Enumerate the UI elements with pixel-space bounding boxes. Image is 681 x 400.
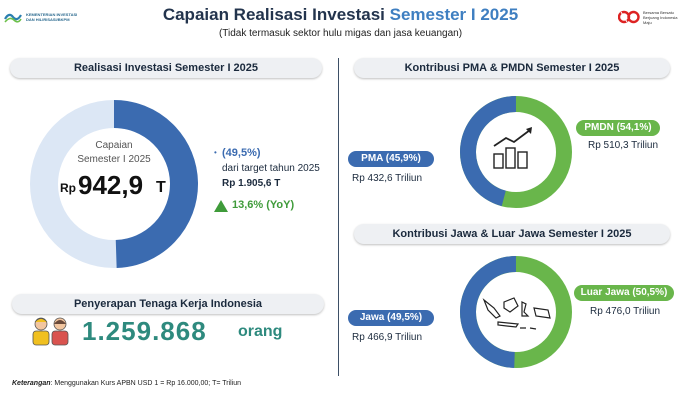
footnote-text: : Menggunakan Kurs APBN USD 1 = Rp 16.00… xyxy=(50,380,242,387)
pma-pmdn-heading: Kontribusi PMA & PMDN Semester I 2025 xyxy=(354,58,670,78)
luar-jawa-value: Rp 476,0 Triliun xyxy=(590,306,661,317)
donut-unit: T xyxy=(156,179,166,196)
pmdn-value: Rp 510,3 Triliun xyxy=(588,140,659,151)
jawa-donut-chart xyxy=(460,256,572,368)
anniversary-logo: Bersama Bersatu Berjuang Indonesia Maju xyxy=(618,8,679,26)
jawa-arc xyxy=(460,256,517,368)
tenaga-kerja-value: 1.259.868 xyxy=(82,316,207,346)
anniversary-logo-text: Bersama Bersatu Berjuang Indonesia Maju xyxy=(643,9,678,25)
realisasi-heading: Realisasi Investasi Semester I 2025 xyxy=(10,58,322,78)
realisasi-target-label: dari target tahun 2025 xyxy=(222,163,320,174)
donut-center-line2: Semester I 2025 xyxy=(77,154,151,165)
realisasi-donut-chart: Capaian Semester I 2025 Rp 942,9 T xyxy=(30,100,198,268)
bullet-icon: • xyxy=(214,148,217,157)
jawa-value: Rp 466,9 Triliun xyxy=(352,332,423,343)
title-main: Capaian Realisasi Investasi xyxy=(162,5,385,24)
title-highlight: Semester I 2025 xyxy=(389,5,519,24)
donut-center-line1: Capaian xyxy=(95,140,132,151)
page-subtitle: (Tidak termasuk sektor hulu migas dan ja… xyxy=(218,28,463,39)
column-divider xyxy=(338,58,339,376)
donut-value: 942,9 xyxy=(78,170,143,200)
jawa-heading: Kontribusi Jawa & Luar Jawa Semester I 2… xyxy=(354,224,670,244)
pmdn-tag: PMDN (54,1%) xyxy=(576,120,660,136)
tenaga-kerja-heading: Penyerapan Tenaga Kerja Indonesia xyxy=(12,294,324,314)
pma-value: Rp 432,6 Triliun xyxy=(352,173,423,184)
investment-growth-icon xyxy=(493,127,532,169)
pma-pmdn-donut-chart xyxy=(460,96,572,208)
pma-arc xyxy=(460,96,517,207)
realisasi-growth: 13,6% (YoY) xyxy=(232,199,295,211)
workers-icon xyxy=(32,317,69,346)
ministry-logo-icon xyxy=(4,13,22,23)
donut-achieved-arc xyxy=(113,100,198,268)
donut-currency: Rp xyxy=(60,181,76,195)
realisasi-target-value: Rp 1.905,6 T xyxy=(222,178,281,189)
anniversary-80-icon xyxy=(618,10,640,24)
realisasi-percent: (49,5%) xyxy=(222,147,261,159)
pma-tag: PMA (45,9%) xyxy=(348,151,434,167)
footnote: Keterangan: Menggunakan Kurs APBN USD 1 … xyxy=(12,380,241,387)
luar-jawa-tag: Luar Jawa (50,5%) xyxy=(574,285,674,301)
ministry-logo-text: KEMENTERIAN INVESTASI DAN HILIRISASI/BKP… xyxy=(26,12,78,22)
ministry-logo: KEMENTERIAN INVESTASI DAN HILIRISASI/BKP… xyxy=(4,10,78,24)
growth-up-icon xyxy=(214,200,228,212)
tenaga-kerja-unit: orang xyxy=(238,323,283,340)
page-title: Capaian Realisasi Investasi Semester I 2… xyxy=(0,5,681,25)
jawa-tag: Jawa (49,5%) xyxy=(348,310,434,326)
indonesia-map-icon xyxy=(482,297,551,330)
footnote-label: Keterangan xyxy=(12,380,51,387)
